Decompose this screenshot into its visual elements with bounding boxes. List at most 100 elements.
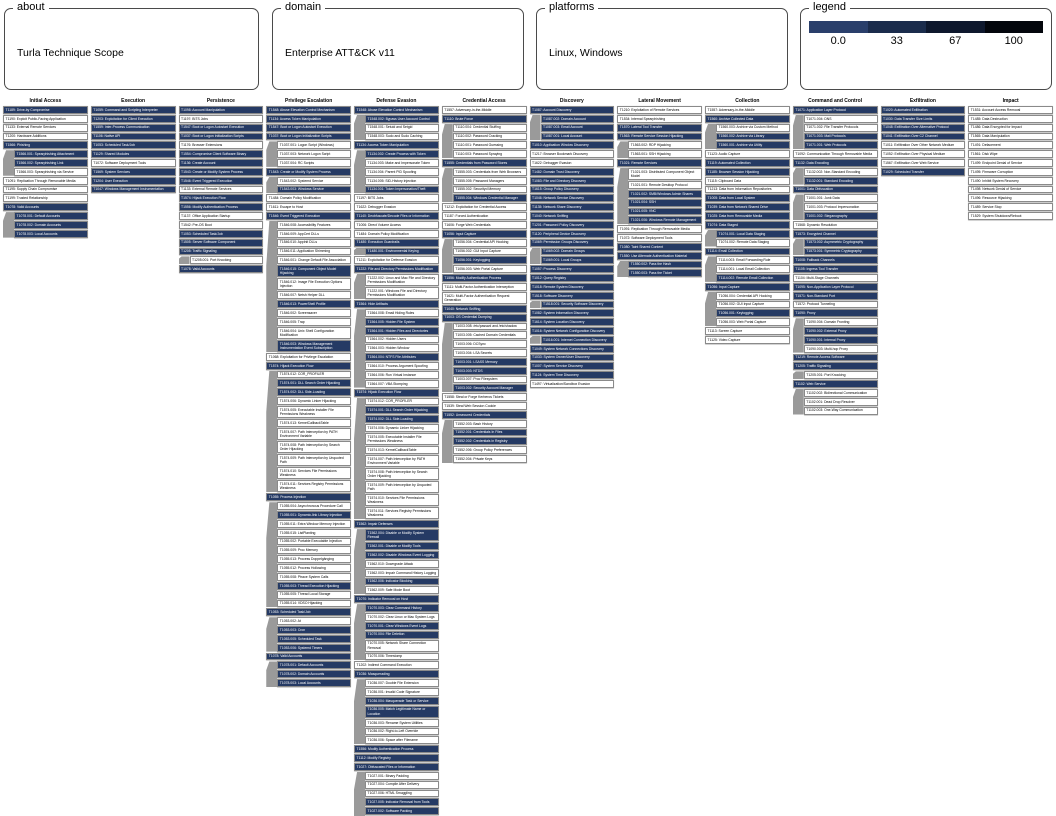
subtechnique-cell-t1056-001[interactable]: T1056.001: Keylogging	[452, 256, 527, 265]
subtechnique-cell-t1563-001[interactable]: T1563.001: SSH Hijacking	[628, 150, 702, 159]
technique-cell-t1080[interactable]: T1080: Taint Shared Content	[617, 242, 702, 251]
technique-cell-t1129[interactable]: T1129: Shared Modules	[90, 150, 176, 159]
subtechnique-cell-t1003-002[interactable]: T1003.002: Security Account Manager	[452, 384, 527, 393]
technique-cell-t1189[interactable]: T1189: Drive-by Compromise	[3, 106, 88, 114]
subtechnique-cell-t1134-004[interactable]: T1134.004: Parent PID Spoofing	[365, 167, 439, 176]
technique-cell-t1074[interactable]: T1074: Data Staged	[705, 220, 790, 229]
technique-cell-t1113[interactable]: T1113: Screen Capture	[705, 327, 790, 335]
subtechnique-cell-t1573-001[interactable]: T1573.001: Symmetric Cryptography	[803, 247, 878, 256]
technique-cell-t1029[interactable]: T1029: Scheduled Transfer	[880, 167, 966, 176]
subtechnique-cell-t1110-001[interactable]: T1110.001: Password Guessing	[452, 141, 527, 150]
subtechnique-cell-t1053-002[interactable]: T1053.002: At	[277, 617, 351, 626]
technique-cell-t1119[interactable]: T1119: Automated Collection	[705, 159, 790, 167]
technique-cell-t1491[interactable]: T1491: Defacement	[968, 141, 1053, 150]
technique-cell-t1040[interactable]: T1040: Network Sniffing	[441, 304, 527, 313]
technique-cell-t1005[interactable]: T1005: Data from Local System	[705, 194, 790, 203]
technique-cell-t1484[interactable]: T1484: Domain Policy Modification	[354, 229, 439, 238]
technique-cell-t1200[interactable]: T1200: Hardware Additions	[3, 132, 88, 141]
technique-cell-t1106[interactable]: T1106: Native API	[90, 132, 176, 141]
subtechnique-cell-t1555-005[interactable]: T1555.005: Password Managers	[452, 176, 527, 185]
technique-cell-t1135[interactable]: T1135: Network Share Discovery	[529, 203, 615, 212]
technique-cell-t1556[interactable]: T1556: Modify Authentication Process	[441, 274, 527, 282]
subtechnique-cell-t1037-004[interactable]: T1037.004: RC Scripts	[277, 159, 351, 167]
technique-cell-t1563[interactable]: T1563: Remote Service Session Hijacking	[617, 132, 702, 141]
subtechnique-cell-t1055-004[interactable]: T1055.004: Asynchronous Procedure Call	[277, 502, 351, 511]
subtechnique-cell-t1574-013[interactable]: T1574.013: KernelCallbackTable	[277, 419, 351, 427]
subtechnique-cell-t1574-011[interactable]: T1574.011: Services Registry Permissions…	[365, 507, 439, 520]
subtechnique-cell-t1563-002[interactable]: T1563.002: RDP Hijacking	[628, 141, 702, 150]
subtechnique-cell-t1114-002[interactable]: T1114.002: Remote Email Collection	[716, 274, 790, 282]
subtechnique-cell-t1564-007[interactable]: T1564.007: VBA Stomping	[365, 379, 439, 388]
subtechnique-cell-t1055-011[interactable]: T1055.011: Extra Window Memory Injection	[277, 519, 351, 528]
technique-cell-t1012[interactable]: T1012: Query Registry	[529, 274, 615, 282]
technique-cell-t1030[interactable]: T1030: Data Transfer Size Limits	[880, 114, 966, 123]
technique-cell-t1018[interactable]: T1018: Remote System Discovery	[529, 282, 615, 291]
technique-cell-t1621[interactable]: T1621: Multi-Factor Authentication Reque…	[441, 291, 527, 304]
technique-cell-t1490[interactable]: T1490: Inhibit System Recovery	[968, 176, 1053, 185]
technique-cell-t1562[interactable]: T1562: Impair Defenses	[354, 520, 439, 529]
technique-cell-t1199[interactable]: T1199: Trusted Relationship	[3, 194, 88, 203]
subtechnique-cell-t1546-007[interactable]: T1546.007: Netsh Helper DLL	[277, 291, 351, 300]
subtechnique-cell-t1110-003[interactable]: T1110.003: Password Spraying	[452, 150, 527, 159]
technique-cell-t1007[interactable]: T1007: System Service Discovery	[529, 362, 615, 371]
subtechnique-cell-t1574-007[interactable]: T1574.007: Path Interception by PATH Env…	[277, 427, 351, 441]
subtechnique-cell-t1555-004[interactable]: T1555.004: Windows Credential Manager	[452, 194, 527, 203]
technique-cell-t1495[interactable]: T1495: Firmware Corruption	[968, 167, 1053, 176]
technique-cell-t1547[interactable]: T1547: Boot or Logon Autostart Execution	[178, 123, 264, 132]
technique-cell-t1049[interactable]: T1049: System Network Connections Discov…	[529, 344, 615, 353]
technique-cell-t1039[interactable]: T1039: Data from Network Shared Drive	[705, 203, 790, 212]
subtechnique-cell-t1205-001[interactable]: T1205.001: Port Knocking	[803, 371, 878, 380]
subtechnique-cell-t1110-004[interactable]: T1110.004: Credential Stuffing	[452, 123, 527, 132]
technique-cell-t1025[interactable]: T1025: Data from Removable Media	[705, 212, 790, 220]
subtechnique-cell-t1090-002[interactable]: T1090.002: External Proxy	[803, 327, 878, 335]
technique-cell-t1052[interactable]: T1052: Exfiltration Over Physical Medium	[880, 150, 966, 159]
subtechnique-cell-t1548-002[interactable]: T1548.002: Bypass User Account Control	[365, 114, 439, 123]
technique-cell-t1176[interactable]: T1176: Browser Extensions	[178, 141, 264, 150]
technique-cell-t1120[interactable]: T1120: Peripheral Device Discovery	[529, 229, 615, 238]
subtechnique-cell-t1548-003[interactable]: T1548.003: Sudo and Sudo Caching	[365, 132, 439, 141]
technique-cell-t1072[interactable]: T1072: Software Deployment Tools	[90, 159, 176, 167]
technique-cell-t1210[interactable]: T1210: Exploitation of Remote Services	[617, 106, 702, 114]
technique-cell-t1222[interactable]: T1222: File and Directory Permissions Mo…	[354, 265, 439, 274]
technique-cell-t1008[interactable]: T1008: Fallback Channels	[792, 256, 878, 265]
subtechnique-cell-t1543-002[interactable]: T1543.002: Systemd Service	[277, 176, 351, 185]
subtechnique-cell-t1574-006[interactable]: T1574.006: Dynamic Linker Hijacking	[277, 397, 351, 405]
technique-cell-t1622[interactable]: T1622: Debugger Evasion	[354, 203, 439, 212]
technique-cell-t1497[interactable]: T1497: Virtualization/Sandbox Evasion	[529, 380, 615, 388]
subtechnique-cell-t1055-003[interactable]: T1055.003: Thread Execution Hijacking	[277, 581, 351, 590]
technique-cell-t1124[interactable]: T1124: System Time Discovery	[529, 371, 615, 380]
subtechnique-cell-t1069-001[interactable]: T1069.001: Local Groups	[540, 256, 615, 265]
subtechnique-cell-t1070-003[interactable]: T1070.003: Clear Command History	[365, 604, 439, 612]
subtechnique-cell-t1562-002[interactable]: T1562.002: Disable Windows Event Logging	[365, 551, 439, 559]
technique-cell-t1037[interactable]: T1037: Boot or Logon Initialization Scri…	[266, 132, 351, 141]
subtechnique-cell-t1546-009[interactable]: T1546.009: AppCert DLLs	[277, 229, 351, 238]
subtechnique-cell-t1056-001[interactable]: T1056.001: Keylogging	[716, 309, 790, 318]
technique-cell-t1480[interactable]: T1480: Execution Guardrails	[354, 238, 439, 247]
subtechnique-cell-t1056-004[interactable]: T1056.004: Credential API Hooking	[452, 238, 527, 247]
subtechnique-cell-t1055-002[interactable]: T1055.002: Portable Executable Injection	[277, 537, 351, 546]
technique-cell-t1055[interactable]: T1055: Process Injection	[266, 493, 351, 502]
technique-cell-t1137[interactable]: T1137: Office Application Startup	[178, 212, 264, 220]
subtechnique-cell-t1573-002[interactable]: T1573.002: Asymmetric Cryptography	[803, 238, 878, 247]
technique-cell-t1485[interactable]: T1485: Data Destruction	[968, 114, 1053, 123]
technique-cell-t1534[interactable]: T1534: Internal Spearphishing	[617, 114, 702, 123]
technique-cell-t1057[interactable]: T1057: Process Discovery	[529, 265, 615, 274]
technique-cell-t1212[interactable]: T1212: Exploitation for Credential Acces…	[441, 203, 527, 212]
subtechnique-cell-t1036-005[interactable]: T1036.005: Match Legitimate Name or Loca…	[365, 705, 439, 718]
technique-cell-t1037[interactable]: T1037: Boot or Logon Initialization Scri…	[178, 132, 264, 141]
technique-cell-t1552[interactable]: T1552: Unsecured Credentials	[441, 410, 527, 419]
technique-cell-t1072[interactable]: T1072: Software Deployment Tools	[617, 234, 702, 242]
subtechnique-cell-t1555-003[interactable]: T1555.003: Credentials from Web Browsers	[452, 167, 527, 176]
technique-cell-t1104[interactable]: T1104: Multi-Stage Channels	[792, 274, 878, 282]
technique-cell-t1557[interactable]: T1557: Adversary-in-the-Middle	[705, 106, 790, 114]
subtechnique-cell-t1056-002[interactable]: T1056.002: GUI Input Capture	[716, 300, 790, 309]
subtechnique-cell-t1078-001[interactable]: T1078.001: Default Accounts	[277, 661, 351, 670]
subtechnique-cell-t1070-002[interactable]: T1070.002: Clear Linux or Mac System Log…	[365, 612, 439, 621]
subtechnique-cell-t1053-005[interactable]: T1053.005: Scheduled Task	[277, 634, 351, 643]
technique-cell-t1571[interactable]: T1571: Non-Standard Port	[792, 291, 878, 300]
technique-cell-t1204[interactable]: T1204: User Execution	[90, 176, 176, 185]
technique-cell-t1187[interactable]: T1187: Forced Authentication	[441, 212, 527, 220]
technique-cell-t1558[interactable]: T1558: Steal or Forge Kerberos Tickets	[441, 393, 527, 402]
subtechnique-cell-t1562-010[interactable]: T1562.010: Downgrade Attack	[365, 559, 439, 568]
technique-cell-t1622[interactable]: T1622: Debugger Evasion	[529, 159, 615, 167]
